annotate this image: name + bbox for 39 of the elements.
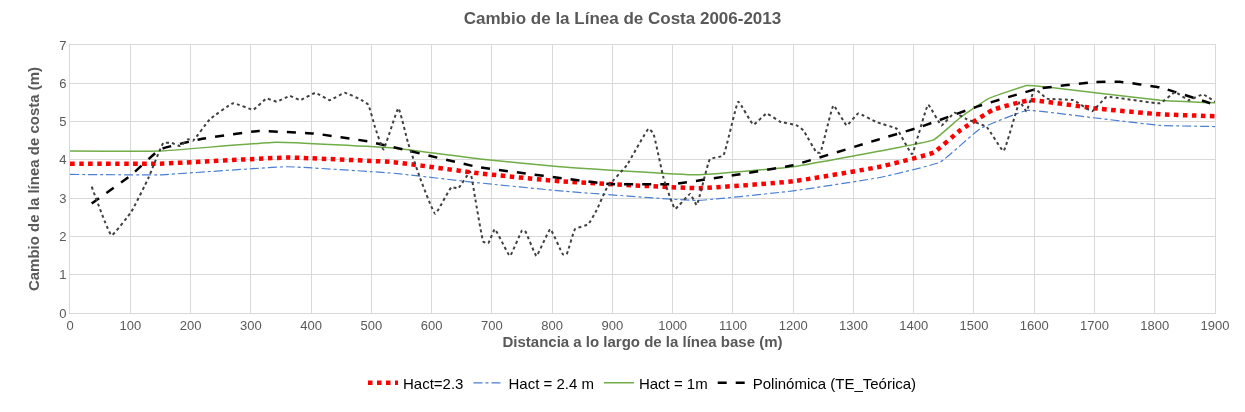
chart-title: Cambio de la Línea de Costa 2006-2013: [463, 9, 782, 29]
y-tick-label: 3: [59, 190, 67, 206]
x-tick-label: 900: [601, 317, 624, 333]
x-tick-label: 200: [179, 317, 202, 333]
x-tick-label: 1600: [1019, 317, 1049, 333]
legend-label: Polinómica (TE_Teórica): [752, 374, 917, 392]
legend-label: Hact=2.3: [403, 374, 464, 392]
y-axis-title: Cambio de la línea de costa (m): [25, 66, 43, 292]
x-tick-label: 1100: [718, 317, 747, 333]
line-series: [70, 109, 1215, 202]
line-series: [90, 88, 1215, 257]
x-tick-label: 300: [239, 317, 262, 333]
x-tick-label: 600: [420, 317, 443, 333]
line-series: [70, 97, 1215, 191]
legend-label: Hact = 1m: [638, 374, 708, 392]
line-series: [90, 80, 1212, 205]
y-tick-label: 2: [59, 228, 67, 244]
line-series: [70, 84, 1215, 176]
x-axis-title: Distancia a lo largo de la línea base (m): [502, 332, 783, 350]
x-tick-label: 1200: [778, 317, 808, 333]
x-tick-label: 1300: [838, 317, 868, 333]
y-tick-label: 7: [59, 37, 67, 53]
y-tick-label: 5: [59, 114, 67, 130]
x-tick-label: 1000: [658, 317, 688, 333]
x-tick-label: 1400: [899, 317, 929, 333]
y-tick-label: 1: [59, 267, 67, 283]
x-tick-label: 500: [360, 317, 383, 333]
x-tick-label: 1900: [1200, 317, 1230, 333]
legend-label: Hact = 2.4 m: [508, 374, 594, 392]
x-tick-label: 100: [119, 317, 142, 333]
y-tick-label: 0: [59, 305, 67, 321]
x-tick-label: 800: [541, 317, 563, 333]
x-tick-label: 700: [480, 317, 503, 333]
x-tick-label: 400: [300, 317, 322, 333]
x-tick-label: 1700: [1080, 317, 1109, 333]
y-tick-label: 6: [59, 75, 67, 91]
x-tick-label: 1500: [959, 317, 989, 333]
y-tick-label: 4: [59, 152, 67, 168]
x-tick-label: 1800: [1140, 317, 1170, 333]
